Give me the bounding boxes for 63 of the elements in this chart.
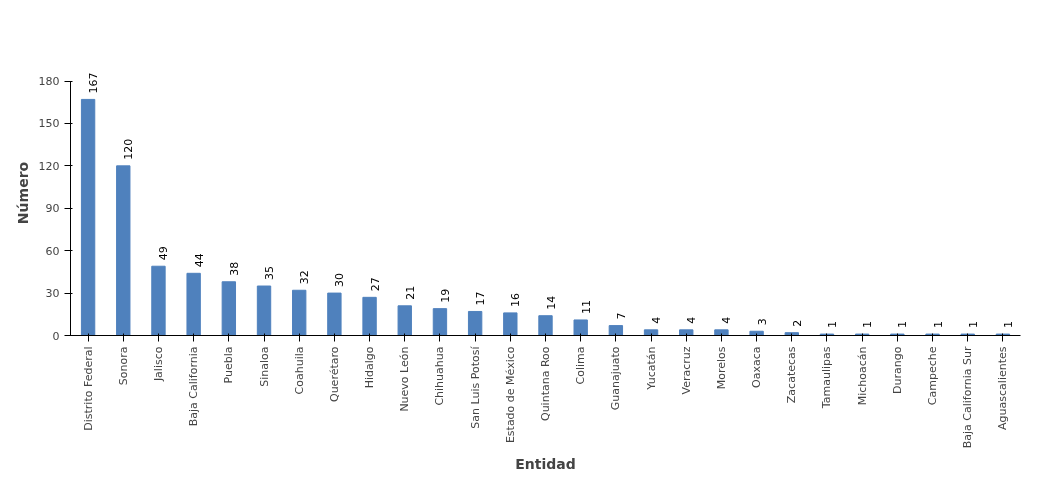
- data-label: 14: [544, 295, 558, 310]
- y-tick-label: 60: [45, 244, 60, 258]
- x-tick-label: Yucatán: [644, 346, 658, 391]
- x-tick-label: Colima: [574, 346, 588, 385]
- x-tick-label: San Luis Potosí: [468, 345, 482, 429]
- data-label: 19: [438, 288, 452, 303]
- data-label: 3: [755, 318, 769, 326]
- y-tick-label: 90: [45, 202, 60, 216]
- data-label: 167: [87, 72, 101, 94]
- x-tick-label: Guanajuato: [609, 346, 623, 411]
- x-tick-label: Estado de México: [503, 346, 517, 444]
- data-label: 1: [896, 321, 910, 329]
- x-tick-label: Jalisco: [151, 346, 165, 383]
- x-tick-label: Querétaro: [327, 346, 341, 403]
- data-label: 44: [192, 253, 206, 268]
- data-label: 35: [263, 266, 277, 281]
- data-label: 1: [966, 321, 980, 329]
- x-tick-label: Quintana Roo: [539, 346, 552, 422]
- data-label: 4: [685, 316, 699, 324]
- x-tick-label: Aguascalientes: [996, 346, 1010, 430]
- x-tick-label: Zacatecas: [785, 346, 799, 404]
- x-tick-label: Oaxaca: [750, 346, 764, 388]
- x-tick-label: Sonora: [116, 346, 130, 386]
- data-label: 1: [1001, 321, 1015, 329]
- x-tick-label: Tamaulipas: [820, 346, 834, 410]
- x-tick-label: Hidalgo: [363, 346, 377, 389]
- x-tick-label: Durango: [890, 346, 904, 394]
- data-label: 4: [650, 316, 664, 324]
- data-label: 32: [298, 270, 312, 285]
- data-label: 16: [509, 292, 523, 307]
- x-tick-label: Michoacán: [855, 346, 869, 406]
- data-label: 1: [825, 321, 839, 329]
- data-label: 1: [861, 321, 875, 329]
- x-tick-label: Coahuila: [292, 346, 306, 395]
- data-label: 21: [403, 285, 417, 300]
- y-tick-label: 150: [38, 117, 60, 131]
- y-tick-label: 0: [52, 329, 60, 343]
- y-tick-label: 30: [45, 287, 60, 301]
- data-label: 49: [157, 246, 171, 261]
- x-tick-label: Distrito Federal: [81, 346, 95, 431]
- x-axis-title: Entidad: [515, 456, 576, 473]
- x-tick-label: Puebla: [222, 346, 236, 384]
- y-axis-title: Número: [14, 161, 31, 225]
- x-tick-label: Chihuahua: [433, 346, 447, 406]
- data-label: 120: [122, 138, 136, 160]
- x-tick-label: Baja California: [187, 346, 201, 427]
- data-label: 17: [474, 291, 488, 306]
- x-tick-label: Morelos: [714, 346, 728, 390]
- x-tick-label: Baja California Sur: [961, 346, 975, 449]
- x-tick-label: Sinaloa: [257, 346, 271, 387]
- x-tick-label: Campeche: [926, 346, 940, 406]
- data-label: 4: [720, 316, 734, 324]
- data-label: 1: [931, 321, 945, 329]
- data-label: 11: [579, 299, 593, 314]
- x-tick-label: Veracruz: [679, 346, 693, 395]
- data-label: 2: [790, 319, 804, 327]
- data-label: 27: [368, 277, 382, 292]
- data-label: 30: [333, 273, 347, 288]
- x-tick-label: Nuevo León: [398, 346, 412, 412]
- data-label: 7: [614, 312, 628, 320]
- data-label: 38: [227, 261, 241, 276]
- y-tick-label: 120: [38, 159, 60, 173]
- y-tick-label: 180: [38, 75, 60, 89]
